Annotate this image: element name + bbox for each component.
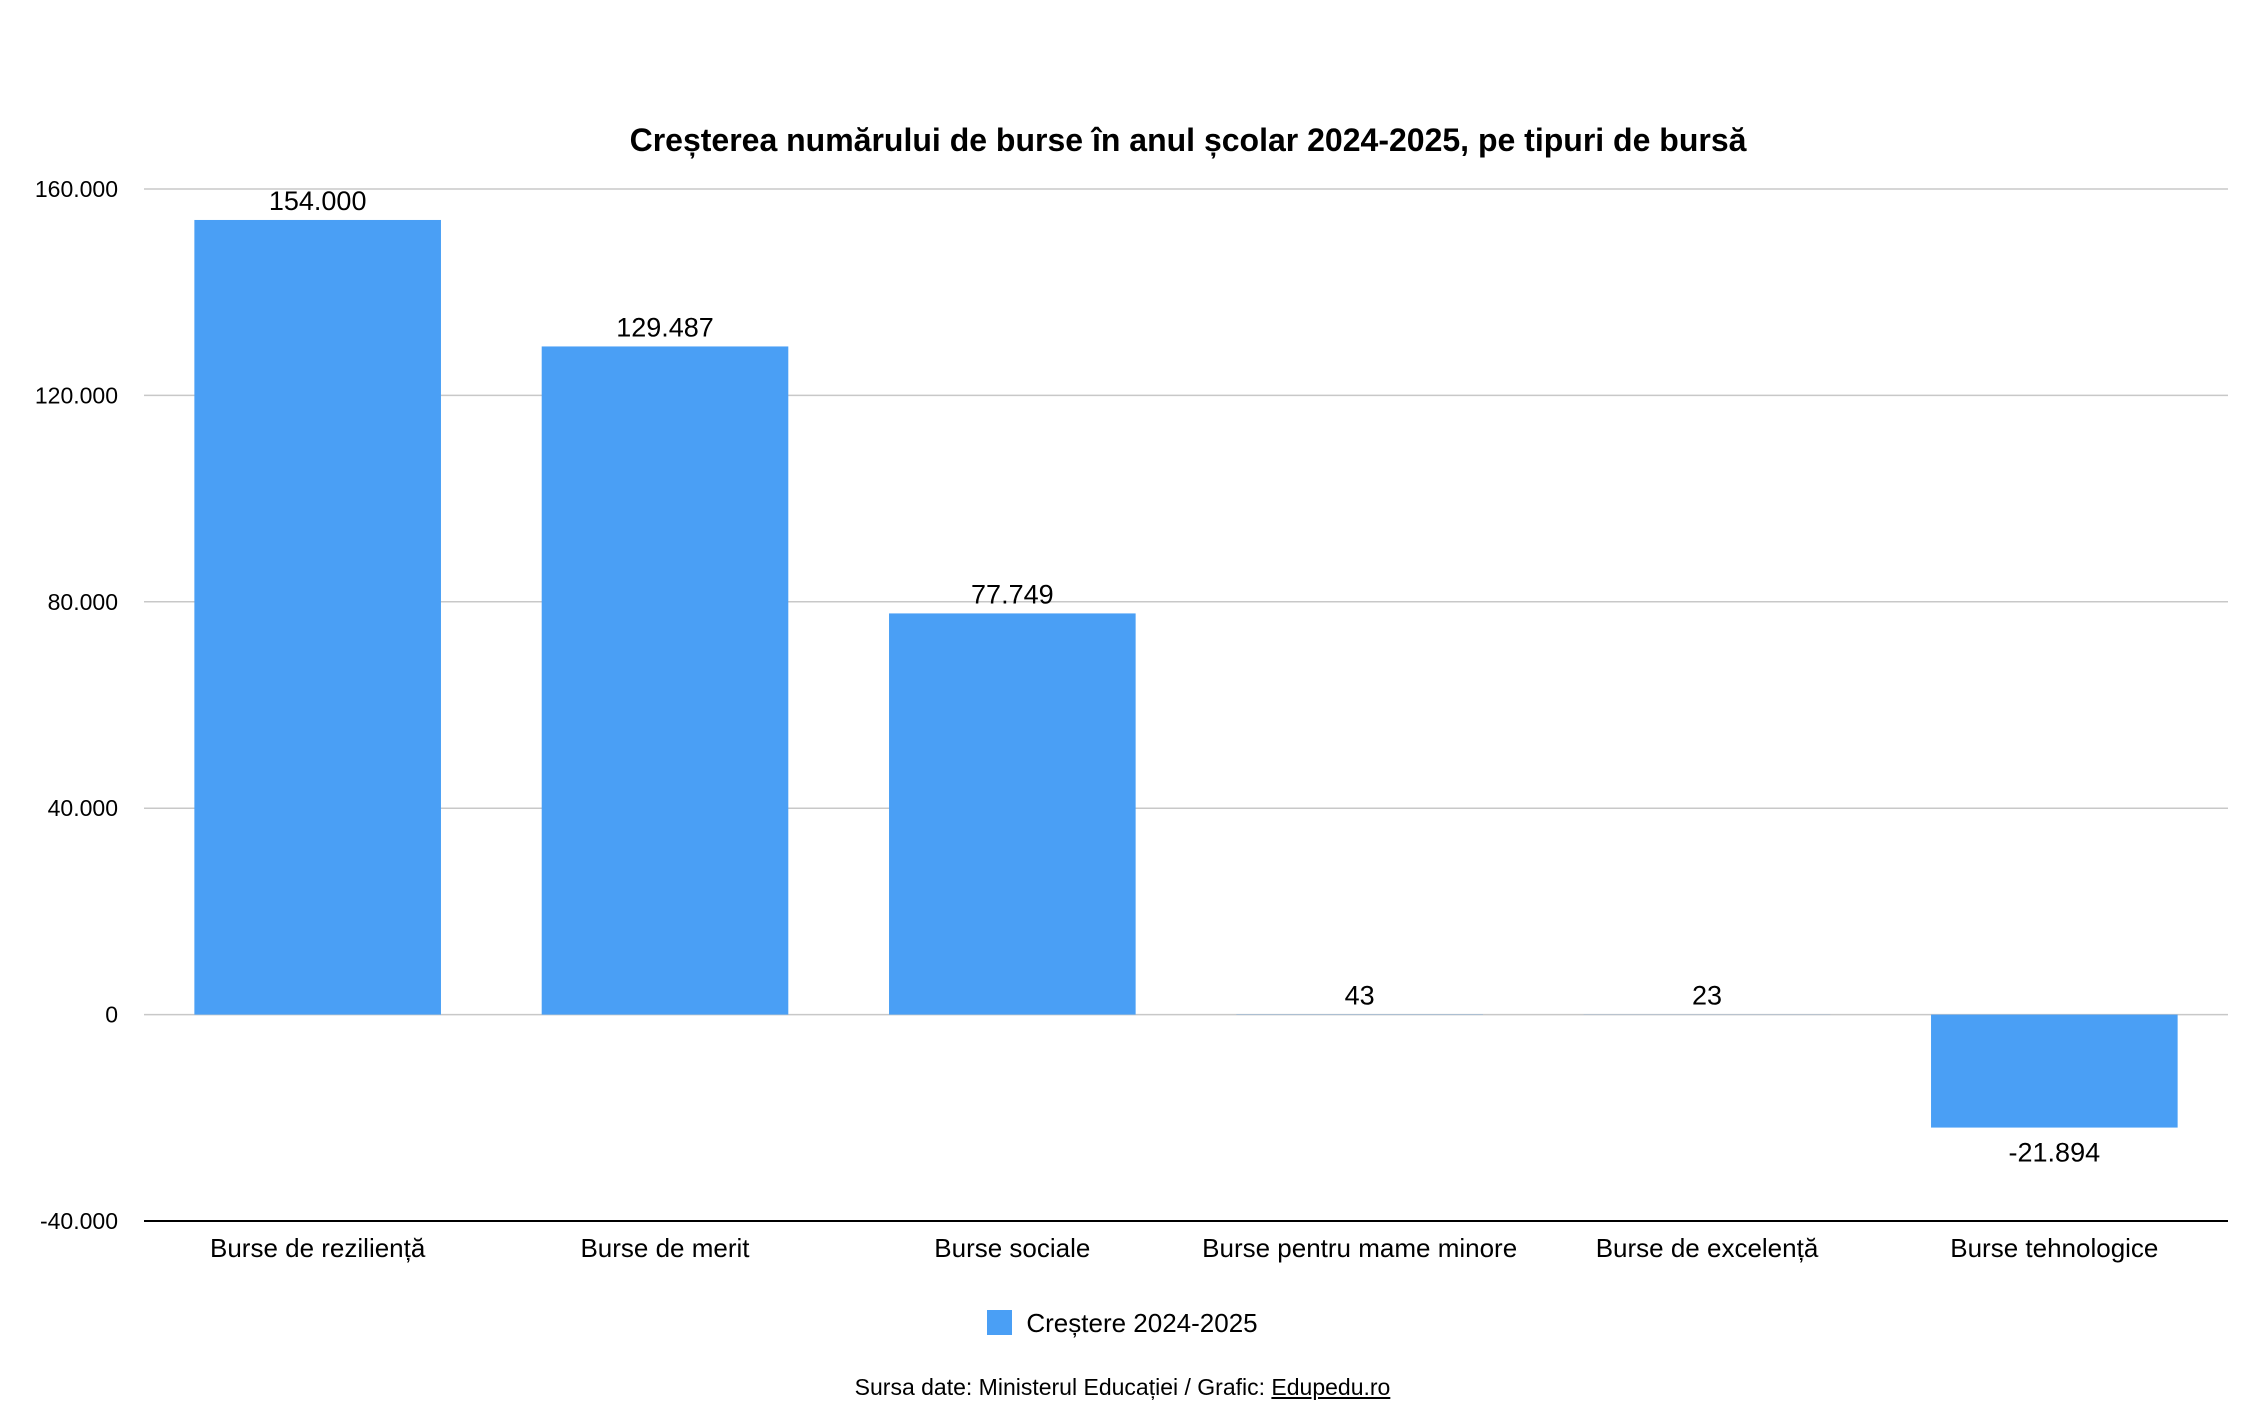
y-tick-label: 80.000: [48, 589, 118, 615]
x-tick-label: Burse sociale: [934, 1233, 1090, 1263]
bar: [889, 613, 1136, 1015]
bar: [541, 346, 789, 1015]
y-tick-label: 120.000: [35, 382, 118, 408]
data-label: 77.749: [971, 579, 1054, 609]
data-label: 23: [1692, 980, 1722, 1010]
bar-chart: Creșterea numărului de burse în anul șco…: [35, 122, 2228, 1263]
x-tick-label: Burse pentru mame minore: [1202, 1233, 1517, 1263]
bar: [194, 219, 441, 1015]
source-text: Sursa date: Ministerul Educației / Grafi…: [854, 1374, 1272, 1400]
source-link[interactable]: Edupedu.ro: [1271, 1374, 1391, 1400]
legend-swatch: [987, 1310, 1013, 1335]
x-tick-label: Burse tehnologice: [1950, 1233, 2158, 1263]
data-label: 43: [1345, 980, 1375, 1010]
data-label: 154.000: [269, 186, 367, 216]
bar: [1931, 1014, 2178, 1128]
legend-label: Creștere 2024-2025: [1026, 1308, 1258, 1338]
source-note: Sursa date: Ministerul Educației / Grafi…: [0, 1374, 2245, 1401]
y-tick-label: 40.000: [48, 795, 118, 821]
data-label: 129.487: [616, 312, 714, 342]
y-tick-label: 0: [105, 1002, 118, 1028]
x-tick-label: Burse de merit: [580, 1233, 750, 1263]
y-tick-label: -40.000: [40, 1208, 118, 1234]
x-tick-label: Burse de reziliență: [210, 1233, 426, 1263]
legend: Creștere 2024-2025: [0, 1308, 2245, 1339]
data-label: -21.894: [2009, 1138, 2101, 1168]
chart-title: Creșterea numărului de burse în anul șco…: [630, 122, 1747, 158]
x-tick-label: Burse de excelență: [1596, 1233, 1819, 1263]
y-tick-label: 160.000: [35, 176, 118, 202]
